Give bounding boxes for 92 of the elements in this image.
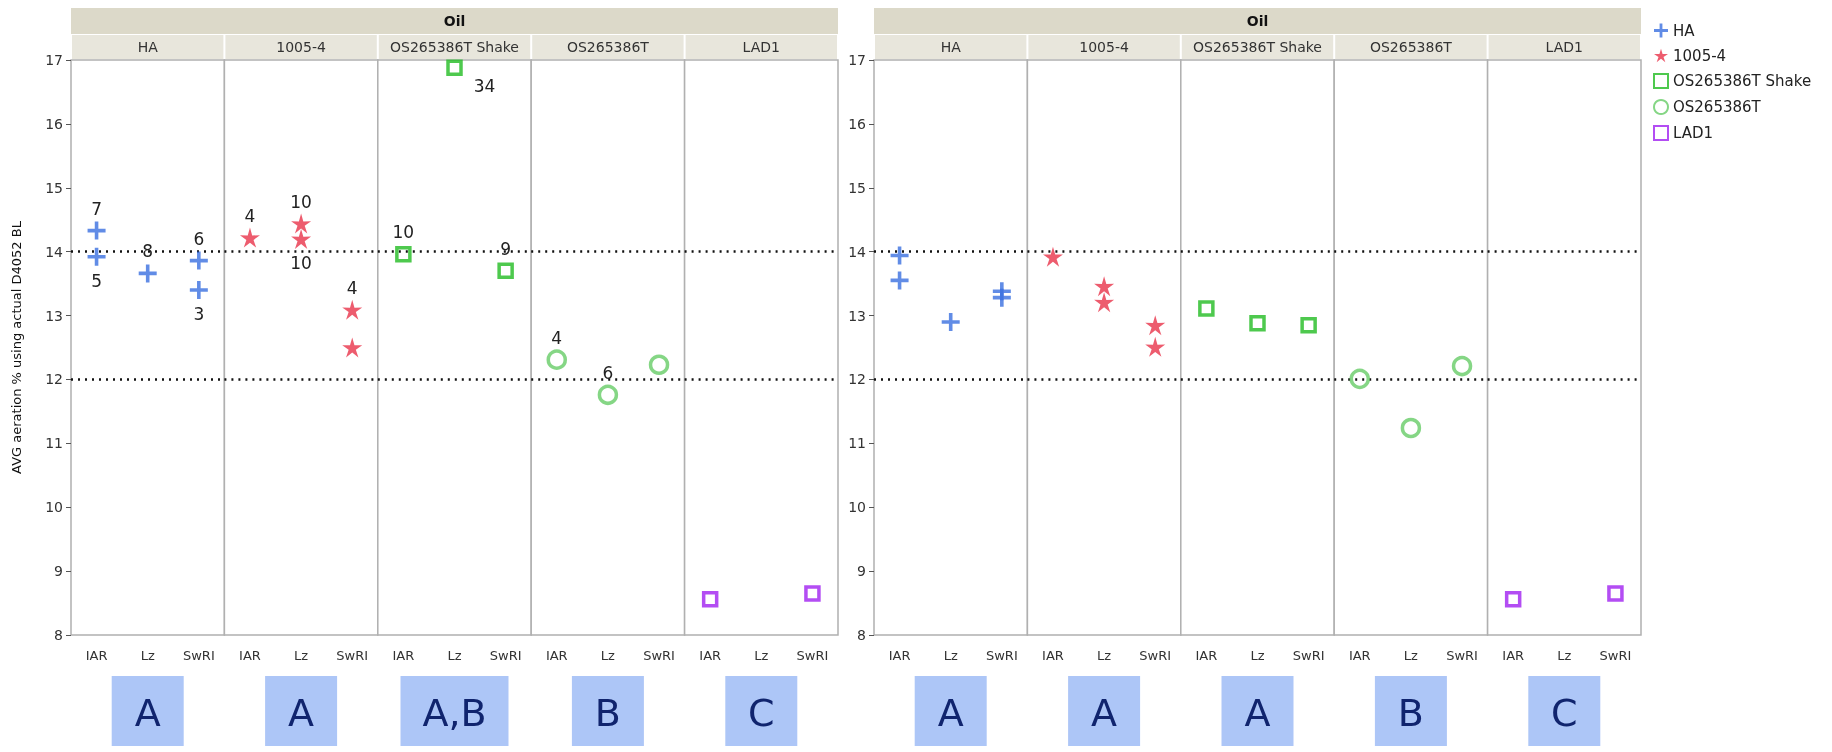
annotation: 6 <box>602 362 614 383</box>
legend-label: LAD1 <box>1673 124 1714 142</box>
y-tick-label: 8 <box>54 627 63 643</box>
x-tick-label: SwRI <box>1599 648 1632 663</box>
y-tick-label: 12 <box>45 371 63 388</box>
y-tick-label: 13 <box>848 307 866 324</box>
annotation: 4 <box>551 327 563 348</box>
text: A <box>1091 691 1118 735</box>
y-tick-label: 12 <box>848 371 866 388</box>
x-tick-label: SwRI <box>796 648 829 663</box>
x-tick-label: SwRI <box>1139 648 1172 663</box>
chart-title: HA <box>940 39 962 55</box>
y-tick-label: 15 <box>45 179 63 196</box>
x-tick-label: Lz <box>943 648 958 663</box>
x-tick-label: SwRI <box>1292 648 1325 663</box>
y-tick-label: 16 <box>45 115 64 132</box>
y-tick-label: 14 <box>45 243 64 260</box>
x-tick-label: IAR <box>699 648 722 663</box>
chart-subtitle: Oil <box>1246 13 1269 29</box>
x-tick-label: SwRI <box>985 648 1018 663</box>
annotation: 10 <box>392 222 415 243</box>
annotation: 4 <box>346 277 358 298</box>
chart-title: OS265386T <box>566 39 650 55</box>
text: A,B <box>422 691 487 735</box>
y-tick-label: 9 <box>54 563 63 580</box>
x-tick-label: Lz <box>1557 648 1572 663</box>
chart-title: OS265386T <box>1369 39 1453 55</box>
chart-title: HA <box>137 39 159 55</box>
x-tick-label: IAR <box>1042 648 1064 663</box>
annotation: 7 <box>91 198 102 219</box>
y-tick-label: 16 <box>848 115 867 132</box>
y-tick-label: 11 <box>45 435 63 452</box>
chart-title: LAD1 <box>1545 39 1583 55</box>
annotation: 9 <box>500 238 512 259</box>
x-tick-label: SwRI <box>643 648 675 663</box>
x-tick-label: IAR <box>85 648 108 663</box>
y-axis-title: AVG aeration % using actual D4052 BL <box>9 220 24 474</box>
y-tick-label: 13 <box>45 307 63 324</box>
chart-title: OS265386T Shake <box>390 39 519 55</box>
annotation: 8 <box>142 241 154 262</box>
text: C <box>1551 691 1578 735</box>
y-tick-label: 14 <box>848 243 867 260</box>
text: A <box>1244 691 1271 735</box>
x-tick-label: Lz <box>140 648 155 663</box>
chart-title: LAD1 <box>742 39 780 55</box>
chart-title: 1005-4 <box>276 39 326 55</box>
x-tick-label: Lz <box>600 648 616 663</box>
annotation: 4 <box>244 205 256 226</box>
legend-label: OS265386T Shake <box>1673 72 1812 90</box>
x-tick-label: Lz <box>1403 648 1419 663</box>
y-tick-label: 10 <box>45 499 63 516</box>
text: A <box>134 691 161 735</box>
text: A <box>937 691 964 735</box>
x-tick-label: Lz <box>447 648 462 663</box>
chart-subtitle: Oil <box>443 13 466 29</box>
chart-title: OS265386T Shake <box>1193 39 1322 55</box>
x-tick-label: IAR <box>1195 648 1218 663</box>
y-tick-label: 15 <box>848 179 866 196</box>
text: A <box>288 691 315 735</box>
text: B <box>1397 691 1424 735</box>
legend-label: HA <box>1673 21 1696 40</box>
y-tick-label: 8 <box>857 627 866 643</box>
x-tick-label: Lz <box>294 648 309 663</box>
x-tick-label: IAR <box>888 648 911 663</box>
x-tick-label: SwRI <box>336 648 369 663</box>
annotation: 34 <box>473 75 496 96</box>
legend-label: 1005-4 <box>1673 46 1727 65</box>
annotation: 10 <box>290 252 312 273</box>
x-tick-label: SwRI <box>489 648 522 663</box>
y-tick-label: 17 <box>45 52 63 68</box>
annotation: 3 <box>193 304 205 324</box>
y-tick-label: 11 <box>848 435 866 452</box>
y-tick-label: 9 <box>857 563 866 580</box>
text: C <box>748 691 775 735</box>
annotation: 5 <box>91 270 102 291</box>
x-tick-label: IAR <box>392 648 415 663</box>
x-tick-label: SwRI <box>1446 648 1478 663</box>
x-tick-label: IAR <box>545 648 568 663</box>
x-tick-label: IAR <box>239 648 261 663</box>
x-tick-label: Lz <box>1250 648 1265 663</box>
legend-label: OS265386T <box>1673 98 1762 116</box>
chart-title: 1005-4 <box>1079 39 1129 55</box>
y-tick-label: 10 <box>848 499 866 516</box>
x-tick-label: IAR <box>1348 648 1371 663</box>
x-tick-label: SwRI <box>182 648 215 663</box>
annotation: 6 <box>193 228 205 249</box>
x-tick-label: Lz <box>754 648 769 663</box>
x-tick-label: Lz <box>1097 648 1112 663</box>
x-tick-label: IAR <box>1502 648 1525 663</box>
text: B <box>594 691 621 735</box>
annotation: 10 <box>290 191 312 212</box>
y-tick-label: 17 <box>848 52 866 68</box>
